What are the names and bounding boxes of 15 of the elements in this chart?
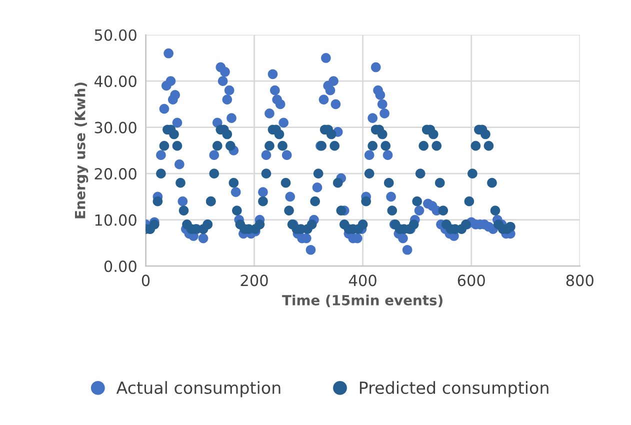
y-axis-title: Energy use (Kwh) xyxy=(74,82,88,218)
x-tick-label: 0 xyxy=(142,274,150,286)
x-tick-label: 800 xyxy=(566,274,594,286)
y-tick-label: 30.00 xyxy=(94,122,136,134)
y-tick-label: 10.00 xyxy=(95,214,136,226)
x-tick-label: 400 xyxy=(348,274,376,286)
legend-label: Predicted consumption xyxy=(360,381,548,398)
legend-label: Actual consumption xyxy=(116,381,280,398)
y-tick-label: 40.00 xyxy=(94,76,136,88)
y-tick-label: 0.00 xyxy=(104,260,136,272)
x-tick-label: 600 xyxy=(458,274,485,286)
y-tick-label: 50.00 xyxy=(94,29,136,41)
y-tick-label: 20.00 xyxy=(94,168,136,180)
x-axis-title: Time (15min events) xyxy=(282,294,442,308)
x-tick-label: 200 xyxy=(240,274,268,286)
